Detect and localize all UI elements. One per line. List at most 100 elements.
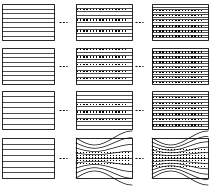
Bar (194, 72, 196, 73)
Bar (189, 166, 190, 167)
Bar (182, 36, 183, 37)
Bar (122, 19, 123, 21)
Bar (83, 19, 85, 21)
Bar (201, 97, 202, 98)
Bar (93, 9, 94, 10)
Bar (201, 77, 202, 78)
Bar (95, 155, 96, 156)
Bar (156, 82, 157, 83)
Bar (194, 77, 196, 78)
Bar (99, 30, 101, 32)
Bar (102, 56, 104, 58)
Bar (152, 4, 208, 40)
Bar (93, 49, 94, 50)
Bar (169, 51, 170, 53)
Bar (182, 124, 183, 126)
Bar (83, 56, 85, 58)
Bar (186, 163, 187, 164)
Bar (166, 113, 167, 115)
Bar (177, 152, 178, 153)
Bar (92, 163, 93, 164)
Bar (128, 155, 129, 156)
Bar (125, 155, 126, 156)
Bar (192, 149, 193, 150)
Bar (195, 166, 196, 167)
Bar (106, 49, 107, 50)
Bar (95, 157, 96, 159)
Bar (122, 157, 123, 159)
Bar (106, 9, 107, 10)
Bar (188, 82, 189, 83)
Bar (182, 51, 183, 53)
Bar (182, 97, 183, 98)
Bar (177, 155, 178, 156)
Bar (104, 160, 105, 161)
Bar (172, 36, 173, 37)
Bar (198, 30, 199, 32)
Bar (113, 163, 114, 164)
Bar (2, 138, 54, 178)
Bar (102, 49, 104, 50)
Bar (109, 49, 110, 50)
Bar (156, 30, 157, 32)
Bar (159, 82, 161, 83)
Bar (125, 157, 126, 159)
Bar (112, 64, 113, 65)
Bar (198, 15, 199, 16)
Bar (204, 166, 205, 167)
Bar (102, 30, 104, 32)
Bar (191, 30, 193, 32)
Bar (166, 51, 167, 53)
Bar (183, 155, 184, 156)
Bar (86, 64, 88, 65)
Bar (178, 51, 180, 53)
Bar (153, 10, 154, 11)
Bar (204, 155, 205, 156)
Bar (122, 119, 123, 120)
Bar (201, 163, 202, 164)
Bar (159, 166, 160, 167)
Bar (83, 111, 85, 113)
Bar (80, 155, 81, 156)
Bar (116, 152, 117, 153)
Bar (159, 160, 160, 161)
Bar (77, 157, 78, 159)
Bar (186, 160, 187, 161)
Bar (166, 10, 167, 11)
Bar (122, 104, 123, 105)
Bar (115, 30, 117, 32)
Bar (152, 138, 208, 178)
Bar (178, 67, 180, 68)
Bar (153, 25, 154, 27)
Bar (169, 67, 170, 68)
Bar (83, 9, 85, 10)
Bar (175, 36, 176, 37)
Bar (109, 119, 110, 120)
Bar (178, 20, 180, 21)
Bar (178, 97, 180, 98)
Bar (201, 108, 202, 109)
Bar (163, 77, 164, 78)
Bar (198, 157, 199, 159)
Bar (174, 157, 175, 159)
Bar (172, 113, 173, 115)
Bar (169, 36, 170, 37)
Bar (171, 163, 172, 164)
Bar (122, 78, 123, 79)
Bar (159, 15, 161, 16)
Bar (198, 10, 199, 11)
Bar (80, 157, 81, 159)
Bar (182, 56, 183, 58)
Bar (189, 149, 190, 150)
Bar (107, 155, 108, 156)
Bar (192, 155, 193, 156)
Bar (86, 157, 87, 159)
Bar (99, 49, 101, 50)
Bar (102, 78, 104, 79)
Bar (188, 124, 189, 126)
Bar (182, 77, 183, 78)
Bar (153, 51, 154, 53)
Bar (175, 124, 176, 126)
Bar (96, 49, 97, 50)
Bar (102, 119, 104, 120)
